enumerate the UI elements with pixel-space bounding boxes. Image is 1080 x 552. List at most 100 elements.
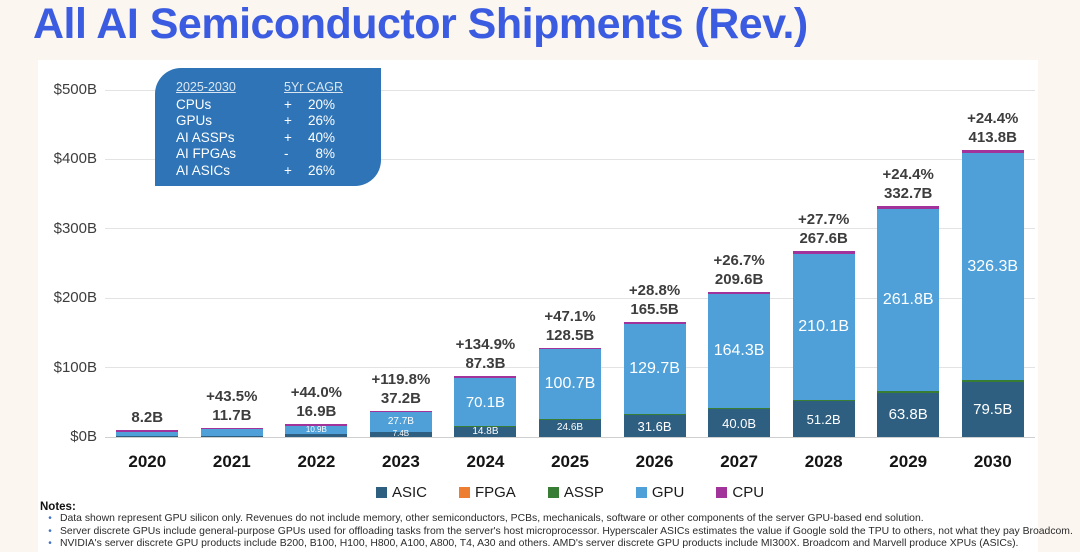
cagr-row-value: 40% <box>307 129 335 145</box>
cagr-row-sign: + <box>284 129 292 145</box>
bar-segment-asic: 14.8B <box>454 425 517 437</box>
gridline <box>105 89 1035 91</box>
segment-value-label: 129.7B <box>629 360 680 378</box>
legend-swatch-icon <box>547 487 559 498</box>
segment-value-label: 24.6B <box>556 422 584 434</box>
bar-top-labels: +27.7% 267.6B <box>759 210 889 248</box>
bar-segment-cpu <box>116 430 179 432</box>
legend-label: ASIC <box>391 484 427 501</box>
bar-segment-asic: 79.5B <box>961 381 1024 437</box>
segment-value-label: 326.3B <box>967 257 1019 275</box>
gridline <box>105 297 1035 299</box>
segment-value-label: 7.4B <box>392 429 410 439</box>
bar-segment-cpu <box>961 149 1024 154</box>
bar-segment-gpu: 129.7B <box>623 324 686 415</box>
bar-top-labels: +24.4% 332.7B <box>843 165 973 203</box>
total-label: 37.2B <box>380 389 421 407</box>
bar-segment-asic <box>200 435 263 437</box>
cagr-row: AI ASSPs + 40% <box>176 130 381 146</box>
bar-top-labels: +26.7% 209.6B <box>674 251 804 289</box>
bar-stack: 10.9B <box>285 424 348 437</box>
bar-segment-gpu: 164.3B <box>708 294 771 409</box>
cagr-row: AI FPGAs - 8% <box>176 146 381 162</box>
segment-value-label: 100.7B <box>544 375 596 393</box>
legend-item-assp: ASSP <box>547 484 604 501</box>
bar-2026: 129.7B 31.6B +28.8% 165.5B <box>612 90 697 437</box>
notes-section: Notes: • Data shown represent GPU silico… <box>40 501 1073 551</box>
total-label: 11.7B <box>212 406 252 424</box>
bullet-icon: • <box>48 513 52 524</box>
bar-stack: 164.3B 40.0B <box>708 291 771 437</box>
year-label: 2023 <box>382 452 420 471</box>
bar-segment-gpu: 261.8B <box>877 209 940 391</box>
note-item: • Server discrete GPUs include general-p… <box>40 526 1073 539</box>
segment-value-label: 31.6B <box>637 418 672 434</box>
bar-stack: 210.1B 51.2B <box>792 251 855 437</box>
bar-segment-asic: 51.2B <box>792 401 855 437</box>
total-label: 413.8B <box>968 128 1017 146</box>
bar-2030: 326.3B 79.5B +24.4% 413.8B <box>950 90 1035 437</box>
bars-row: 8.2B +43.5% 11.7B 10.9B +44.0% 16.9B 27.7B 7.4B… <box>105 90 1035 439</box>
year-label: 2030 <box>973 452 1012 471</box>
total-label: 332.7B <box>884 185 933 203</box>
year-label: 2022 <box>297 452 336 471</box>
bar-2029: 261.8B 63.8B +24.4% 332.7B <box>866 90 951 437</box>
cagr-row-value: 26% <box>307 113 335 129</box>
bar-segment-cpu <box>792 251 855 255</box>
year-label: 2026 <box>635 452 674 471</box>
note-text: Data shown represent GPU silicon only. R… <box>60 513 924 524</box>
growth-label: +24.4% <box>882 166 934 184</box>
y-tick-label: $100B <box>53 358 97 376</box>
bar-segment-cpu <box>369 410 432 413</box>
cagr-row-sign: + <box>284 162 292 178</box>
bar-segment-gpu: 70.1B <box>454 377 517 427</box>
bar-top-labels: 8.2B <box>82 408 212 427</box>
segment-value-label: 27.7B <box>387 415 414 427</box>
bar-2028: 210.1B 51.2B +27.7% 267.6B <box>781 90 866 437</box>
cagr-row: AI ASICs + 26% <box>176 163 381 179</box>
segment-value-label: 10.9B <box>305 424 327 434</box>
cagr-row-value: 26% <box>307 162 335 178</box>
legend-swatch-icon <box>635 487 647 498</box>
year-label: 2027 <box>720 452 759 471</box>
legend-item-cpu: CPU <box>716 484 764 501</box>
legend-item-asic: ASIC <box>375 484 427 501</box>
bar-segment-gpu: 210.1B <box>792 254 855 400</box>
cagr-row-label: AI ASICs <box>176 162 231 178</box>
bar-segment-assp <box>961 379 1024 382</box>
growth-label: +134.9% <box>455 336 516 354</box>
legend-label: ASSP <box>563 484 604 501</box>
bar-segment-cpu <box>708 291 771 294</box>
year-label: 2021 <box>212 452 251 471</box>
bar-stack: 70.1B 14.8B <box>454 376 517 437</box>
bar-top-labels: +43.5% 11.7B <box>167 387 297 425</box>
segment-value-label: 14.8B <box>472 425 499 437</box>
bar-segment-gpu: 326.3B <box>961 153 1024 380</box>
segment-value-label: 70.1B <box>465 393 506 411</box>
bar-segment-asic: 7.4B <box>369 429 432 439</box>
growth-label: +43.5% <box>206 387 258 405</box>
bar-segment-gpu <box>116 431 179 437</box>
bar-segment-cpu <box>200 427 263 430</box>
cagr-header-metric: 5Yr CAGR <box>284 80 344 94</box>
bar-segment-cpu <box>539 347 601 350</box>
bar-stack: 100.7B 24.6B <box>539 347 601 437</box>
bar-segment-assp <box>539 419 601 420</box>
total-label: 128.5B <box>545 326 595 344</box>
year-label: 2029 <box>889 452 928 471</box>
bar-segment-assp <box>623 414 686 416</box>
bar-top-labels: +24.4% 413.8B <box>928 109 1058 147</box>
bar-stack: 261.8B 63.8B <box>877 206 940 437</box>
y-tick-label: $300B <box>53 219 97 237</box>
segment-value-label: 261.8B <box>882 291 934 309</box>
cagr-row-label: AI ASSPs <box>176 129 235 145</box>
bar-segment-cpu <box>285 424 348 426</box>
bar-stack: 326.3B 79.5B <box>961 149 1024 437</box>
legend-swatch-icon <box>716 487 728 498</box>
gridline <box>105 228 1035 230</box>
legend-swatch-icon <box>375 487 387 498</box>
cagr-row-value: 8% <box>315 146 335 162</box>
total-label: 209.6B <box>714 270 764 288</box>
bar-segment-asic <box>116 436 179 437</box>
